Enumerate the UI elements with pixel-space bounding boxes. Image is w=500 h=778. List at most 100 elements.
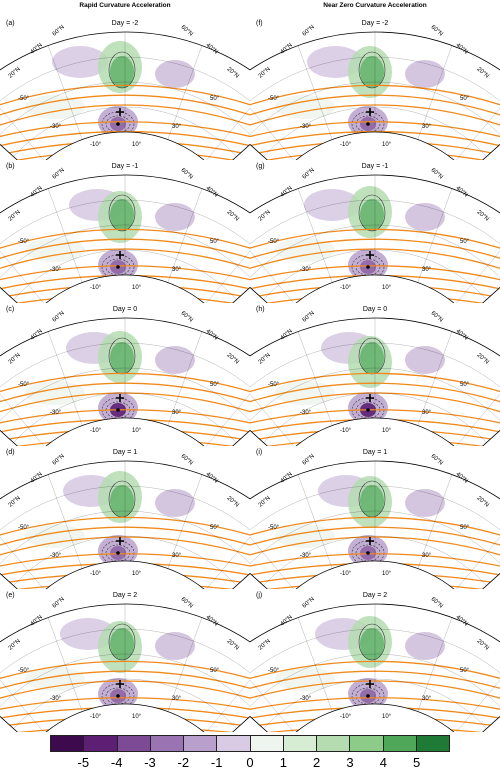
anomaly-shading <box>155 632 195 660</box>
map-border <box>0 31 250 160</box>
cyclone-center-dot <box>366 694 370 698</box>
height-contour <box>250 274 500 291</box>
longitude-label: -50° <box>268 668 280 674</box>
colorbar-tick-label: 4 <box>379 755 387 770</box>
panel-label: (g) <box>256 163 265 170</box>
longitude-label: 50° <box>460 239 470 245</box>
longitude-label: -30° <box>50 267 62 273</box>
longitude-label: -30° <box>50 124 62 130</box>
longitude-label: 50° <box>210 525 220 531</box>
colorbar-tick-label: 3 <box>346 755 354 770</box>
map-plot <box>250 603 500 732</box>
longitude-label: 30° <box>422 124 432 130</box>
anomaly-shading <box>360 628 384 660</box>
cyclone-center-dot <box>116 408 120 412</box>
longitude-label: -30° <box>300 410 312 416</box>
longitude-label: 10° <box>382 714 392 720</box>
longitude-label: -50° <box>18 382 30 388</box>
positive-contour <box>358 51 386 89</box>
map-border <box>250 460 500 589</box>
height-contour <box>0 418 250 434</box>
panel-label: (a) <box>6 20 15 27</box>
anomaly-shading <box>360 485 384 517</box>
longitude-label: -10° <box>340 142 352 148</box>
panel-day-title: Day = 1 <box>362 449 388 456</box>
longitude-label: 30° <box>172 696 182 702</box>
cyclone-center-dot <box>116 265 120 269</box>
anomaly-shading <box>348 535 388 567</box>
longitude-label: 50° <box>210 668 220 674</box>
height-contour <box>0 706 250 720</box>
anomaly-shading <box>405 346 445 374</box>
longitude-label: -10° <box>90 714 102 720</box>
map-panel: (d) Day = 1 60°N 40°N 20°N 60°N 40°N 20°N -50° -3… <box>0 441 250 589</box>
map-panel: (b) Day = -1 60°N 40°N 20°N 60°N 40°N 20°N -50° -… <box>0 155 250 303</box>
longitude-label: -50° <box>18 525 30 531</box>
anomaly-shading <box>25 667 85 691</box>
anomaly-shading <box>360 342 384 374</box>
longitude-label: 50° <box>210 239 220 245</box>
longitude-label: 50° <box>210 382 220 388</box>
colorbar-segment <box>217 736 251 751</box>
panel-day-title: Day = 0 <box>112 306 138 313</box>
panel-label: (e) <box>6 592 15 599</box>
longitude-label: 50° <box>460 96 470 102</box>
map-plot <box>0 31 250 160</box>
longitude-label: 10° <box>132 428 142 434</box>
panel-label: (d) <box>6 449 15 456</box>
panel-label: (i) <box>256 449 263 456</box>
map-plot <box>250 31 500 160</box>
longitude-label: -50° <box>18 96 30 102</box>
longitude-label: 10° <box>132 285 142 291</box>
map-border <box>250 603 500 732</box>
longitude-label: -50° <box>18 239 30 245</box>
anomaly-shading <box>348 249 388 281</box>
panel-day-title: Day = 0 <box>362 306 388 313</box>
longitude-label: 50° <box>460 525 470 531</box>
anomaly-shading <box>25 95 85 119</box>
positive-contour <box>358 194 386 232</box>
height-contour <box>2 140 248 155</box>
longitude-label: -50° <box>268 239 280 245</box>
anomaly-shading <box>155 489 195 517</box>
longitude-label: 50° <box>210 96 220 102</box>
cyclone-center-dot <box>366 122 370 126</box>
positive-contour <box>108 194 136 232</box>
cyclone-center-dot <box>116 122 120 126</box>
longitude-label: 50° <box>460 668 470 674</box>
longitude-label: -30° <box>50 696 62 702</box>
height-contour <box>2 428 248 441</box>
longitude-label: -10° <box>90 142 102 148</box>
anomaly-shading <box>275 238 335 262</box>
map-panel: (h) Day = 0 60°N 40°N 20°N 60°N 40°N 20°N -50° -3… <box>250 298 500 446</box>
longitude-label: 30° <box>172 124 182 130</box>
colorbar-tick-label: -2 <box>177 755 190 770</box>
height-contour <box>250 562 500 577</box>
column-title-right: Near Zero Curvature Acceleration <box>323 2 427 9</box>
height-contour <box>252 428 498 441</box>
map-plot <box>0 603 250 732</box>
anomaly-shading <box>360 199 384 231</box>
colorbar-segment <box>283 736 317 751</box>
plus-marker <box>366 394 374 402</box>
longitude-label: 30° <box>422 267 432 273</box>
colorbar: -5 -4 -3 -2 -1 0 1 2 3 4 5 <box>50 735 450 775</box>
panel-day-title: Day = -2 <box>361 20 389 27</box>
height-contour <box>250 418 500 434</box>
colorbar-tick-label: 5 <box>413 755 421 770</box>
anomaly-shading <box>275 667 335 691</box>
anomaly-shading <box>155 203 195 231</box>
height-contour <box>0 562 250 577</box>
colorbar-tick-label: -3 <box>144 755 156 770</box>
map-plot <box>250 174 500 303</box>
anomaly-shading <box>110 485 134 517</box>
height-contour <box>2 284 248 298</box>
map-border <box>0 460 250 589</box>
anomaly-shading <box>348 678 388 710</box>
height-contour <box>0 130 250 148</box>
map-border <box>250 31 500 160</box>
map-panel: (c) Day = 0 60°N 40°N 20°N 60°N 40°N 20°N -50° -3… <box>0 298 250 446</box>
longitude-label: -30° <box>300 124 312 130</box>
map-panel: (e) Day = 2 60°N 40°N 20°N 60°N 40°N 20°N -50° -3… <box>0 584 250 732</box>
panel-day-title: Day = 2 <box>112 592 138 599</box>
